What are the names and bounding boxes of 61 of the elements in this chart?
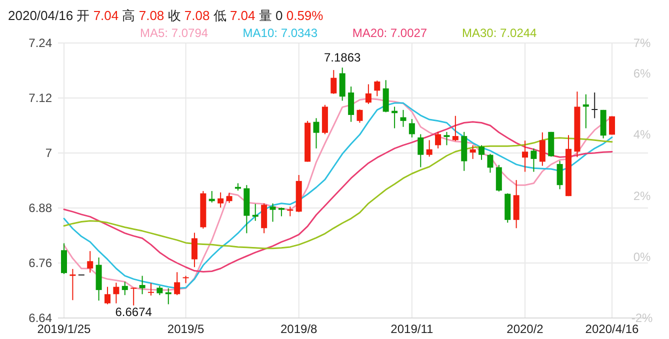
text: MA10: 7.0343 [242,26,318,40]
candlestick [382,80,389,113]
candlestick [339,67,346,102]
candlestick [348,86,354,122]
candlestick [426,140,432,158]
x-tick-label: 2019/5 [167,322,204,336]
x-tick-label: 2019/1/25 [37,322,92,336]
candlestick [408,118,415,138]
candlestick [330,70,337,94]
candlestick [452,115,458,142]
chart-title: 2020/04/16 开 7.04 高 7.08 收 7.08 低 7.04 量 0 0.59% [8,8,324,23]
x-tick-label: 2020/4/16 [585,322,640,336]
candlestick [444,131,450,146]
x-tick-label: 2019/8 [280,322,318,336]
candlestick [556,160,563,190]
candlestick [70,268,76,301]
candlestick [148,282,154,296]
text: MA5: 7.0794 [140,26,208,40]
candlestick [226,192,232,204]
candlestick [191,232,198,268]
candlestick [104,286,110,305]
y-tick-label: 7.12 [28,91,52,105]
candlestick [313,118,320,149]
x-tick-label: 2019/11 [390,322,434,336]
annotation: 6.6674 [115,305,152,319]
candlestick [400,109,406,128]
x-tick-label: 2020/2 [506,322,544,336]
candlestick [470,144,476,160]
y-tick-label: 7 [45,146,52,160]
candlestick [487,153,494,174]
y-tick-label: 6.64 [28,311,52,325]
candlestick [287,206,294,217]
candlestick [174,272,180,296]
candlestick [218,192,224,208]
candlestick [122,281,128,296]
y-tick-label: 6.88 [28,201,52,215]
text: MA30: 7.0244 [462,26,538,40]
candlestick [356,108,363,124]
candlestick [139,275,146,295]
y-tick-label: 7.24 [28,36,52,50]
candlestick [522,140,528,172]
text: MA20: 7.0027 [352,26,428,40]
candlestick [156,285,163,296]
candlestick [87,250,94,274]
annotation: 7.1863 [324,50,362,65]
candlestick [374,80,380,97]
candlestick [539,132,546,166]
candlestick [365,84,372,104]
candlestick [478,144,485,160]
candlestick [592,92,598,119]
line-series [63,121,613,272]
candlestick [270,202,276,222]
candlestick [435,131,442,149]
candlestick [130,287,137,306]
candlestick [61,242,67,274]
candlestick [113,282,120,304]
candlestick [418,134,424,168]
candlestick [496,164,502,192]
candlestick [530,148,537,172]
candlestick [261,202,268,234]
y-tick-label: 6.76 [28,256,52,270]
